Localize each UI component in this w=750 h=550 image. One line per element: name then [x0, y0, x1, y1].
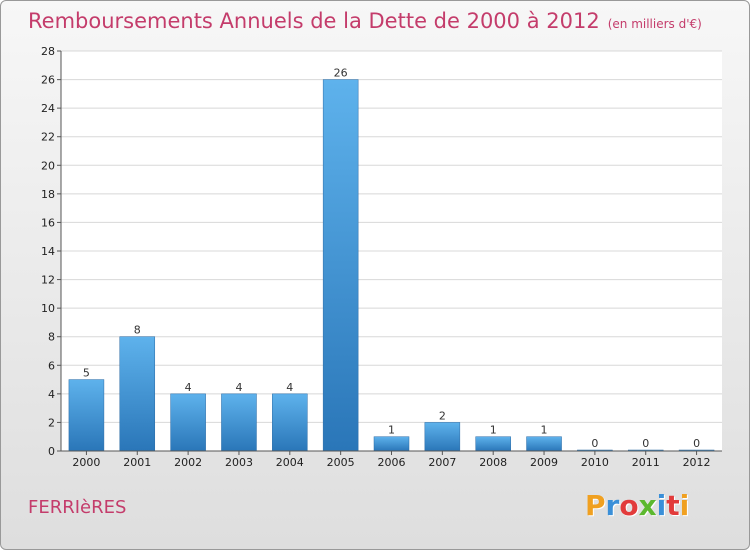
logo-letter: P [585, 489, 606, 522]
x-tick-label: 2001 [123, 456, 151, 469]
y-tick-label: 4 [48, 388, 55, 401]
y-tick-label: 22 [41, 131, 55, 144]
logo-letter: x [638, 489, 657, 522]
x-tick-label: 2012 [683, 456, 711, 469]
value-label: 26 [334, 67, 348, 80]
chart-title: Remboursements Annuels de la Dette de 20… [28, 9, 702, 33]
value-label: 0 [591, 437, 598, 450]
y-tick-label: 0 [48, 445, 55, 458]
y-tick-label: 10 [41, 302, 55, 315]
value-label: 1 [490, 424, 497, 437]
x-tick-label: 2009 [530, 456, 558, 469]
bar [373, 436, 410, 452]
value-labels: 5 8 4 4 4 26 1 2 1 1 0 0 0 [83, 67, 700, 450]
bar [119, 336, 156, 452]
logo-letter: i [679, 489, 690, 522]
value-label: 4 [286, 381, 293, 394]
bar [272, 393, 308, 452]
bar [68, 379, 105, 452]
x-tick-label: 2005 [327, 456, 355, 469]
proxiti-logo: Proxiti [585, 489, 689, 522]
x-tick-label: 2010 [581, 456, 609, 469]
x-tick-label: 2011 [632, 456, 660, 469]
value-label: 1 [388, 424, 395, 437]
y-tick-label: 8 [48, 331, 55, 344]
x-tick-label: 2000 [72, 456, 100, 469]
value-label: 0 [642, 437, 649, 450]
bar [475, 436, 511, 452]
y-tick-label: 28 [41, 45, 55, 58]
bar [322, 79, 359, 452]
y-tick-label: 20 [41, 159, 55, 172]
value-label: 1 [541, 424, 548, 437]
bar [221, 393, 257, 452]
logo-letter: t [666, 489, 680, 522]
logo-letter: r [605, 489, 620, 522]
value-label: 5 [83, 367, 90, 380]
value-label: 0 [693, 437, 700, 450]
y-tick-label: 6 [48, 359, 55, 372]
logo-letter: o [619, 489, 639, 522]
logo-letter: i [656, 489, 667, 522]
bar [170, 393, 206, 452]
x-tick-label: 2004 [276, 456, 304, 469]
x-tick-label: 2007 [428, 456, 456, 469]
commune-name: FERRIèRES [28, 497, 127, 518]
x-tick-label: 2003 [225, 456, 253, 469]
y-tick-label: 18 [41, 188, 55, 201]
y-tick-label: 24 [41, 102, 55, 115]
value-label: 4 [235, 381, 242, 394]
grid-lines [61, 50, 722, 452]
y-tick-label: 16 [41, 216, 55, 229]
chart-title-text: Remboursements Annuels de la Dette de 20… [28, 9, 600, 33]
value-label: 4 [185, 381, 192, 394]
bar [526, 436, 562, 452]
x-tick-label: 2006 [378, 456, 406, 469]
bars [68, 79, 715, 452]
bar [424, 422, 461, 452]
x-tick-label: 2008 [479, 456, 507, 469]
value-label: 8 [134, 324, 141, 337]
chart-subtitle: (en milliers d'€) [607, 17, 702, 31]
y-tick-label: 26 [41, 74, 55, 87]
x-tick-label: 2002 [174, 456, 202, 469]
y-tick-label: 12 [41, 274, 55, 287]
y-tick-label: 2 [48, 416, 55, 429]
value-label: 2 [439, 409, 446, 422]
y-tick-label: 14 [41, 245, 55, 258]
